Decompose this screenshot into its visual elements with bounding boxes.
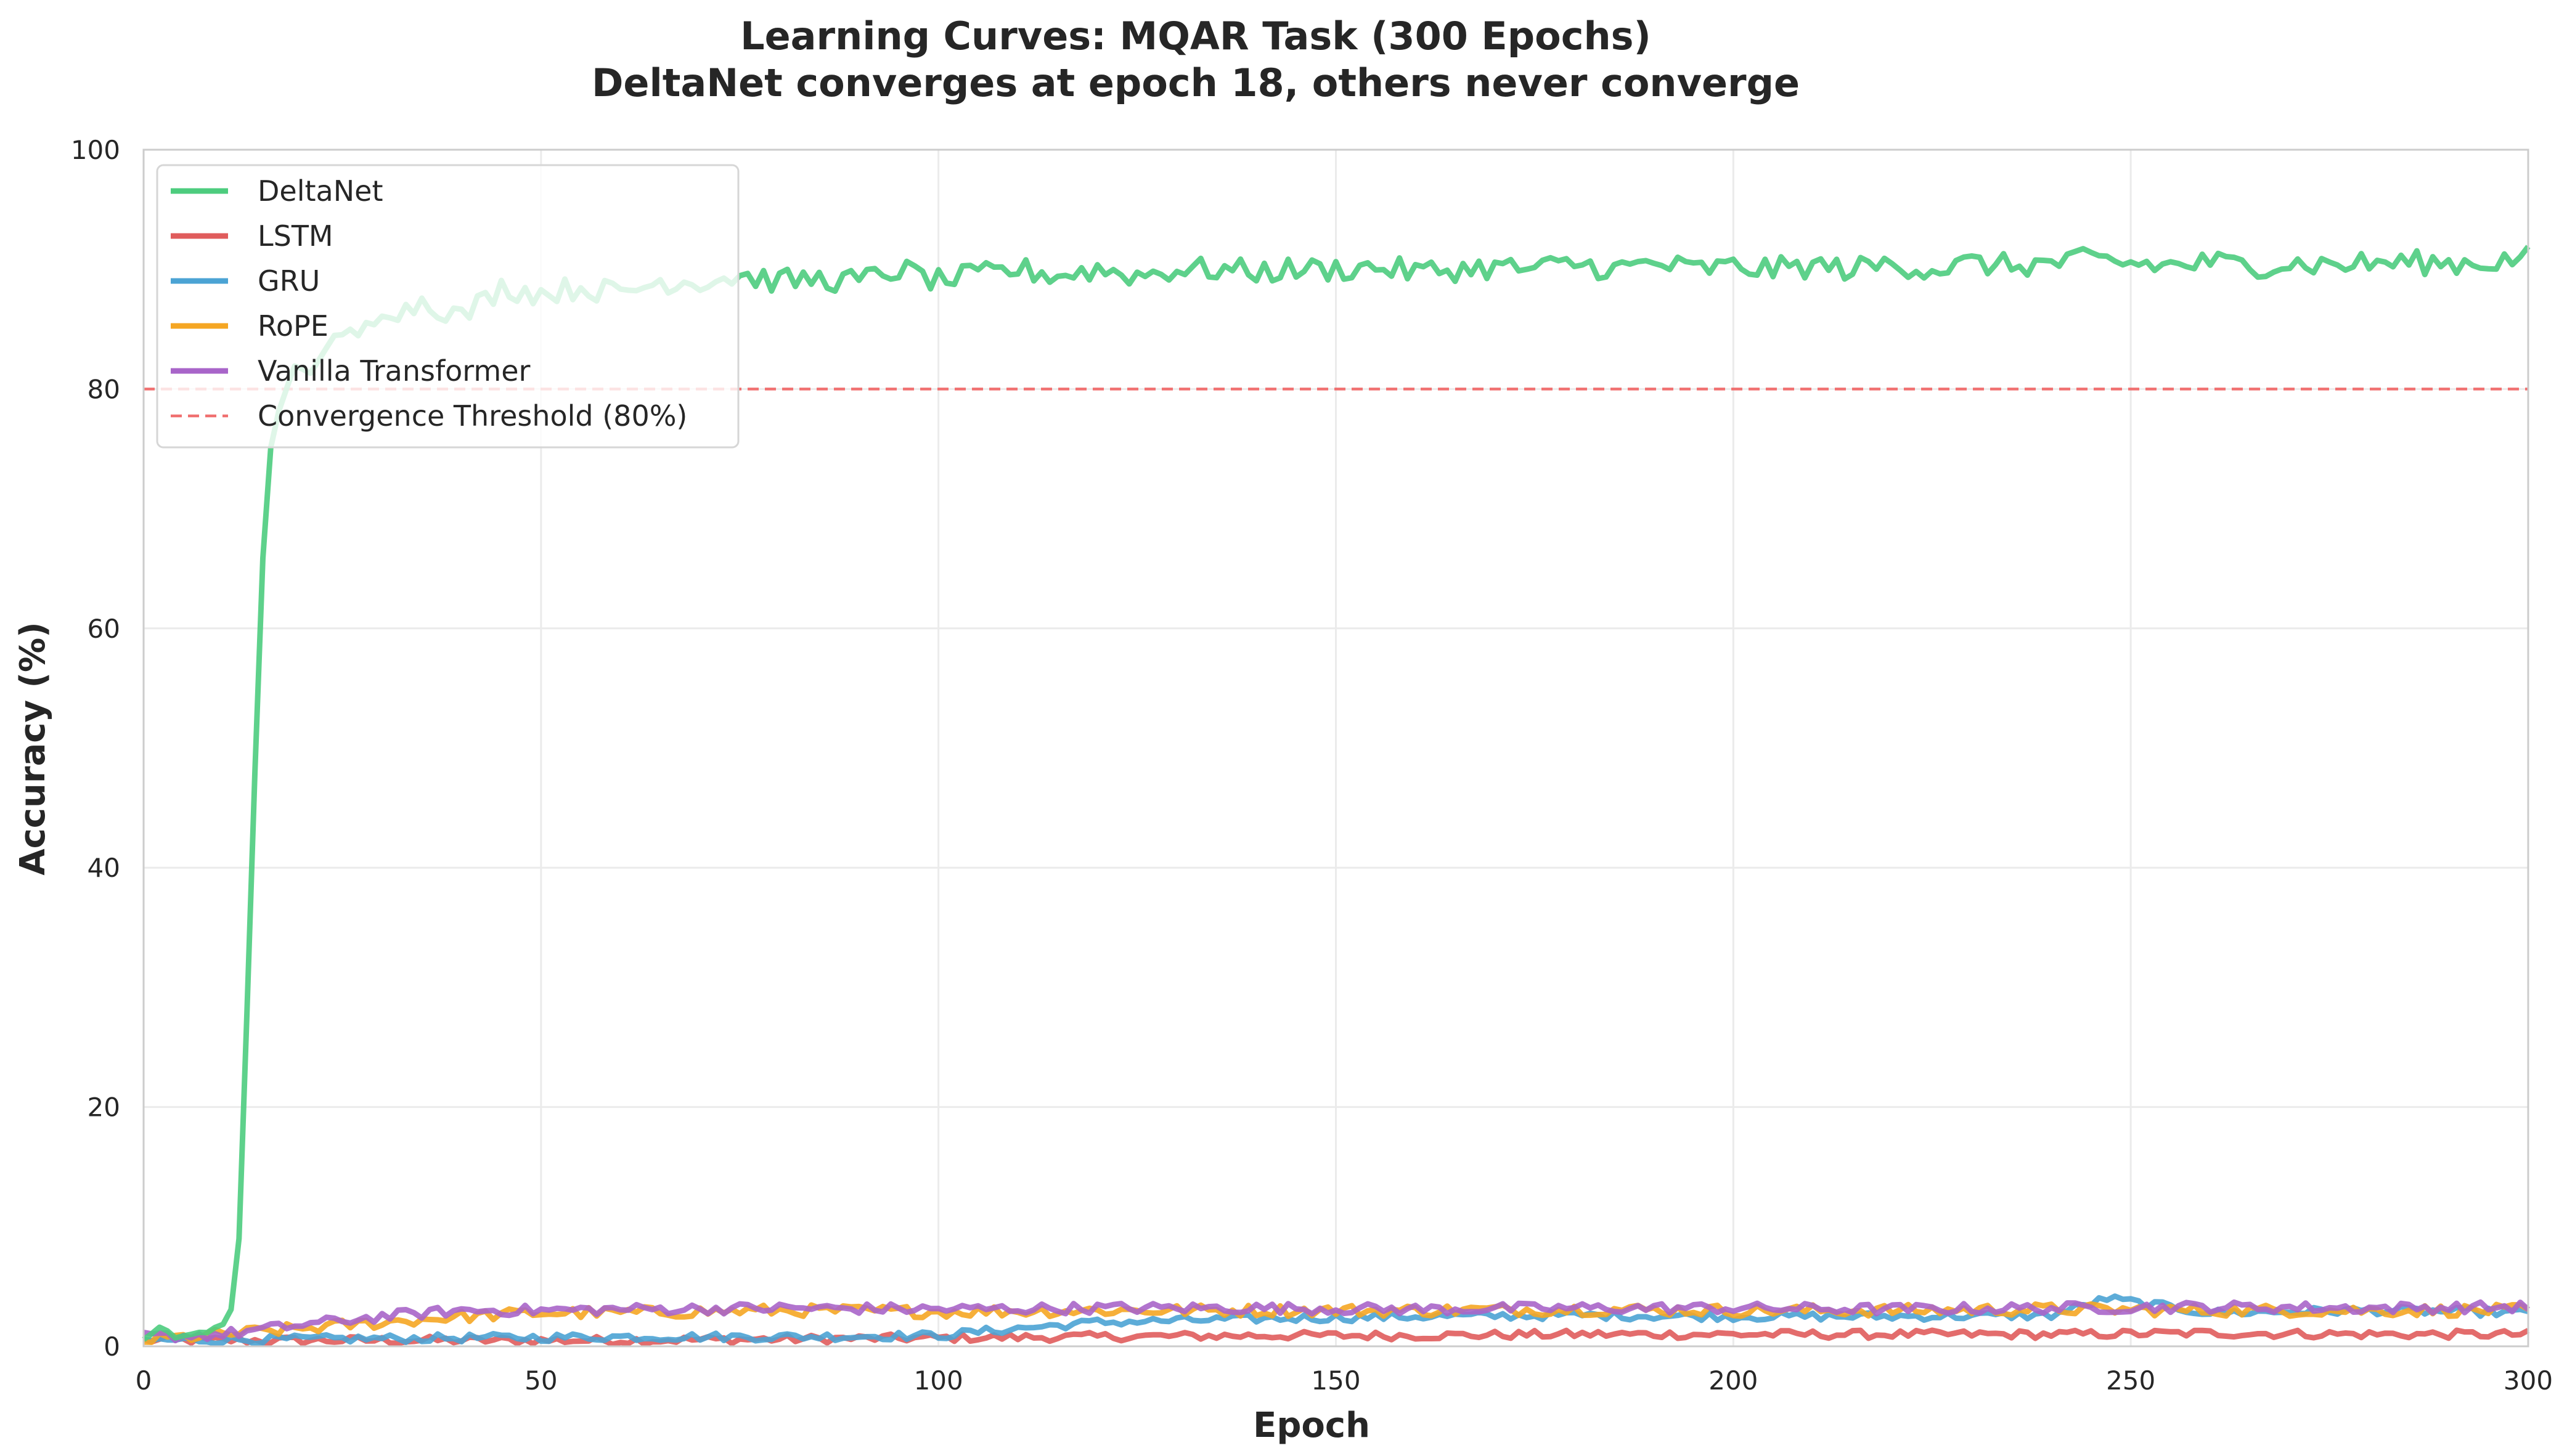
legend-label: RoPE bbox=[258, 309, 329, 343]
legend-label: GRU bbox=[258, 264, 320, 298]
legend-box bbox=[156, 164, 740, 449]
y-tick-label: 0 bbox=[104, 1332, 120, 1362]
chart-subtitle: DeltaNet converges at epoch 18, others n… bbox=[592, 60, 1800, 105]
legend: DeltaNet LSTM GRU RoPE Vanilla Transformer Co… bbox=[156, 164, 740, 449]
chart-title: Learning Curves: MQAR Task (300 Epochs) bbox=[740, 14, 1651, 59]
y-tick-label: 100 bbox=[71, 135, 120, 165]
legend-label: Vanilla Transformer bbox=[258, 354, 531, 388]
x-tick-label: 100 bbox=[914, 1365, 963, 1396]
y-tick-label: 40 bbox=[88, 853, 120, 883]
y-axis-label: Accuracy (%) bbox=[13, 622, 53, 876]
plot-frame bbox=[142, 148, 2529, 1348]
y-tick-label: 20 bbox=[88, 1092, 120, 1123]
x-tick-label: 50 bbox=[524, 1365, 557, 1396]
axes: 0 50 100 150 200 250 300 0 20 40 60 80 100 bbox=[71, 135, 2553, 1396]
x-tick-label: 250 bbox=[2106, 1365, 2155, 1396]
legend-label: LSTM bbox=[258, 219, 333, 253]
legend-label: Convergence Threshold (80%) bbox=[258, 399, 687, 433]
x-tick-label: 200 bbox=[1708, 1365, 1758, 1396]
x-tick-label: 0 bbox=[136, 1365, 152, 1396]
y-tick-label: 60 bbox=[88, 614, 120, 644]
y-tick-label: 80 bbox=[88, 374, 120, 404]
x-tick-label: 150 bbox=[1311, 1365, 1360, 1396]
x-tick-label: 300 bbox=[2504, 1365, 2553, 1396]
legend-label: DeltaNet bbox=[258, 174, 383, 208]
series-line-vanilla-transformer bbox=[143, 1299, 2531, 1344]
x-axis-label: Epoch bbox=[1253, 1405, 1370, 1446]
